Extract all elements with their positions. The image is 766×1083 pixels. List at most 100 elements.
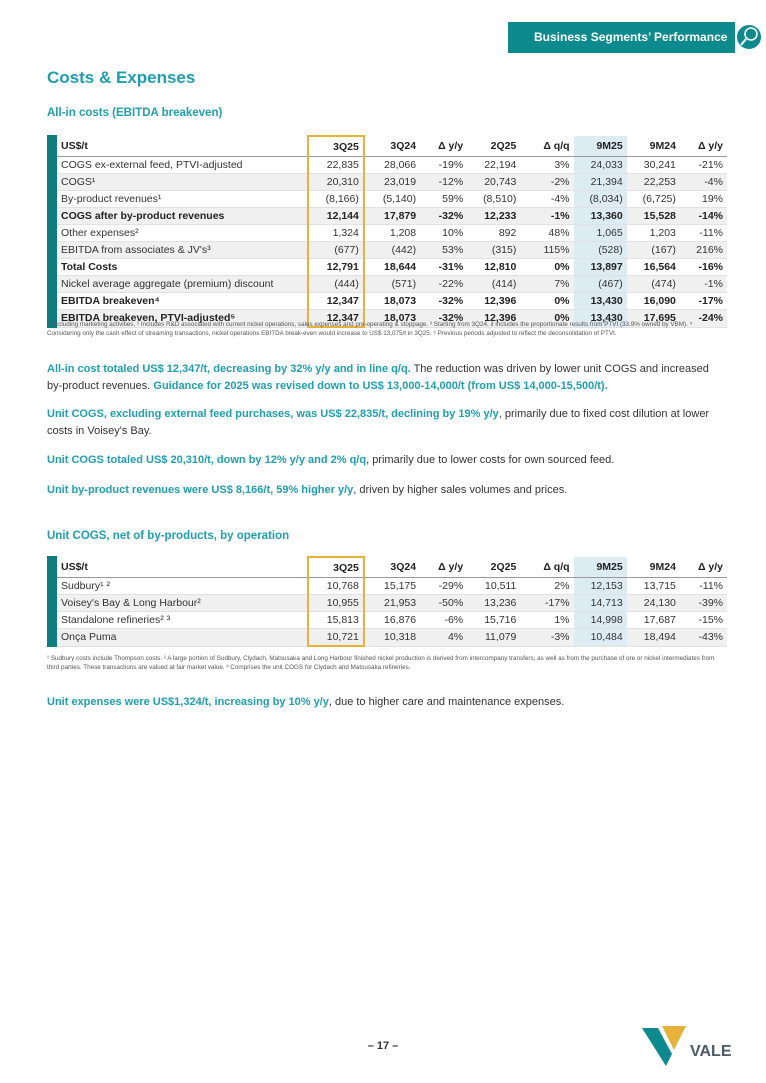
cell: 10,484 [573, 628, 627, 647]
text: , primarily due to fixed cost dilution a… [47, 408, 710, 437]
cell: (8,166) [306, 190, 365, 208]
cell: 59% [420, 190, 468, 208]
row-label: Nickel average aggregate (premium) disco… [57, 275, 308, 293]
cell: -1% [679, 275, 727, 293]
cell: (571) [363, 275, 421, 293]
cell: 12,791 [306, 258, 365, 276]
cell: -3% [520, 628, 574, 647]
table-row: EBITDA from associates & JV's³ (677) (442)… [57, 241, 727, 259]
column-header: Δ y/y [420, 136, 468, 157]
cell: -2% [520, 173, 574, 191]
cell: 15,175 [363, 577, 421, 595]
table: US$/t 3Q25 3Q24 Δ y/y 2Q25 Δ q/q 9M25 9M24 Δ y/y… [47, 135, 727, 328]
cell: 4% [420, 628, 468, 647]
cell: 14,713 [573, 594, 627, 612]
cell: 12,347 [306, 292, 365, 310]
cell: -11% [679, 577, 727, 595]
column-header: 9M25 [573, 557, 627, 578]
cell: 12,396 [467, 292, 521, 310]
text: The reduction was driven by lower unit C… [47, 363, 709, 392]
table-row: Nickel average aggregate (premium) disco… [57, 275, 727, 293]
logo-text: VALE [690, 1043, 732, 1060]
column-header: US$/t [57, 136, 308, 157]
paragraph: Unit COGS totaled US$ 20,310/t, down by … [47, 452, 719, 469]
cell: 18,073 [363, 309, 421, 328]
cell: 13,430 [573, 292, 627, 310]
cell: 15,716 [467, 611, 521, 629]
tag-icon [735, 23, 763, 51]
column-header: 2Q25 [467, 136, 521, 157]
cell: -29% [420, 577, 468, 595]
cell: -11% [679, 224, 727, 242]
emphasis: Unit COGS totaled US$ 20,310/t, down by … [47, 454, 367, 466]
cell: 13,897 [573, 258, 627, 276]
cell: 19% [679, 190, 727, 208]
emphasis: Unit COGS, excluding external feed purch… [47, 408, 499, 420]
cell: -4% [520, 190, 574, 208]
cell: 1,324 [306, 224, 365, 242]
cell: 15,528 [626, 207, 680, 225]
cell: 22,253 [626, 173, 680, 191]
paragraph: Unit by-product revenues were US$ 8,166/… [47, 482, 719, 499]
row-label: Standalone refineries² ³ [57, 611, 308, 629]
table-row: COGS¹ 20,310 23,019 -12% 20,743 -2% 21,394 22,2… [57, 173, 727, 191]
cell: (8,510) [467, 190, 521, 208]
table-row: COGS after by-product revenues 12,144 17,8… [57, 207, 727, 225]
table-row: Standalone refineries² ³ 15,813 16,876 -6% 1… [57, 611, 727, 629]
cell: 20,310 [306, 173, 365, 191]
row-label: EBITDA breakeven⁴ [57, 292, 308, 310]
cell: 7% [520, 275, 574, 293]
cell: 0% [520, 258, 574, 276]
cell: 12,153 [573, 577, 627, 595]
cell: -14% [679, 207, 727, 225]
column-header: Δ y/y [679, 136, 727, 157]
cell: 10,318 [363, 628, 421, 647]
cell: -15% [679, 611, 727, 629]
cell: -21% [679, 156, 727, 174]
cell: 1,208 [363, 224, 421, 242]
table-row: Total Costs 12,791 18,644 -31% 12,810 0% 13,89… [57, 258, 727, 276]
cell: 17,879 [363, 207, 421, 225]
cell: -6% [420, 611, 468, 629]
table: US$/t 3Q25 3Q24 Δ y/y 2Q25 Δ q/q 9M25 9M24 Δ y/y… [47, 556, 727, 647]
column-header: Δ y/y [420, 557, 468, 578]
column-header: Δ q/q [520, 557, 574, 578]
section-subtitle: All-in costs (EBITDA breakeven) [47, 107, 223, 119]
column-header: Δ y/y [679, 557, 727, 578]
table-row: COGS ex-external feed, PTVI-adjusted 22,8… [57, 156, 727, 174]
cell: -31% [420, 258, 468, 276]
cell: 1% [520, 611, 574, 629]
cell: 13,360 [573, 207, 627, 225]
row-label: Total Costs [57, 258, 308, 276]
table-row: EBITDA breakeven⁴ 12,347 18,073 -32% 12,396 0… [57, 292, 727, 310]
cell: (444) [306, 275, 365, 293]
row-label: EBITDA breakeven, PTVI-adjusted⁵ [57, 309, 308, 328]
cell: 13,430 [573, 309, 627, 328]
cell: (677) [306, 241, 365, 259]
cell: -24% [679, 309, 727, 328]
column-header: 9M25 [573, 136, 627, 157]
cell: 21,953 [363, 594, 421, 612]
cell: 10,955 [306, 594, 365, 612]
cell: (5,140) [363, 190, 421, 208]
column-header: 9M24 [626, 557, 680, 578]
cell: (315) [467, 241, 521, 259]
cell: -4% [679, 173, 727, 191]
cell: -12% [420, 173, 468, 191]
column-header: 3Q25 [306, 556, 365, 578]
cell: 1,203 [626, 224, 680, 242]
cell: -32% [420, 309, 468, 328]
row-label: COGS after by-product revenues [57, 207, 308, 225]
column-header: 3Q24 [363, 557, 421, 578]
cell: 16,564 [626, 258, 680, 276]
column-header: 9M24 [626, 136, 680, 157]
table-row: EBITDA breakeven, PTVI-adjusted⁵ 12,347 18… [57, 309, 727, 328]
table-row: Other expenses² 1,324 1,208 10% 892 48% 1,065 1… [57, 224, 727, 242]
column-header: 3Q24 [363, 136, 421, 157]
cell: 48% [520, 224, 574, 242]
table-row: Sudbury¹ ² 10,768 15,175 -29% 10,511 2% 12,153… [57, 577, 727, 595]
cell: (442) [363, 241, 421, 259]
cell: 24,130 [626, 594, 680, 612]
cell: 10,511 [467, 577, 521, 595]
